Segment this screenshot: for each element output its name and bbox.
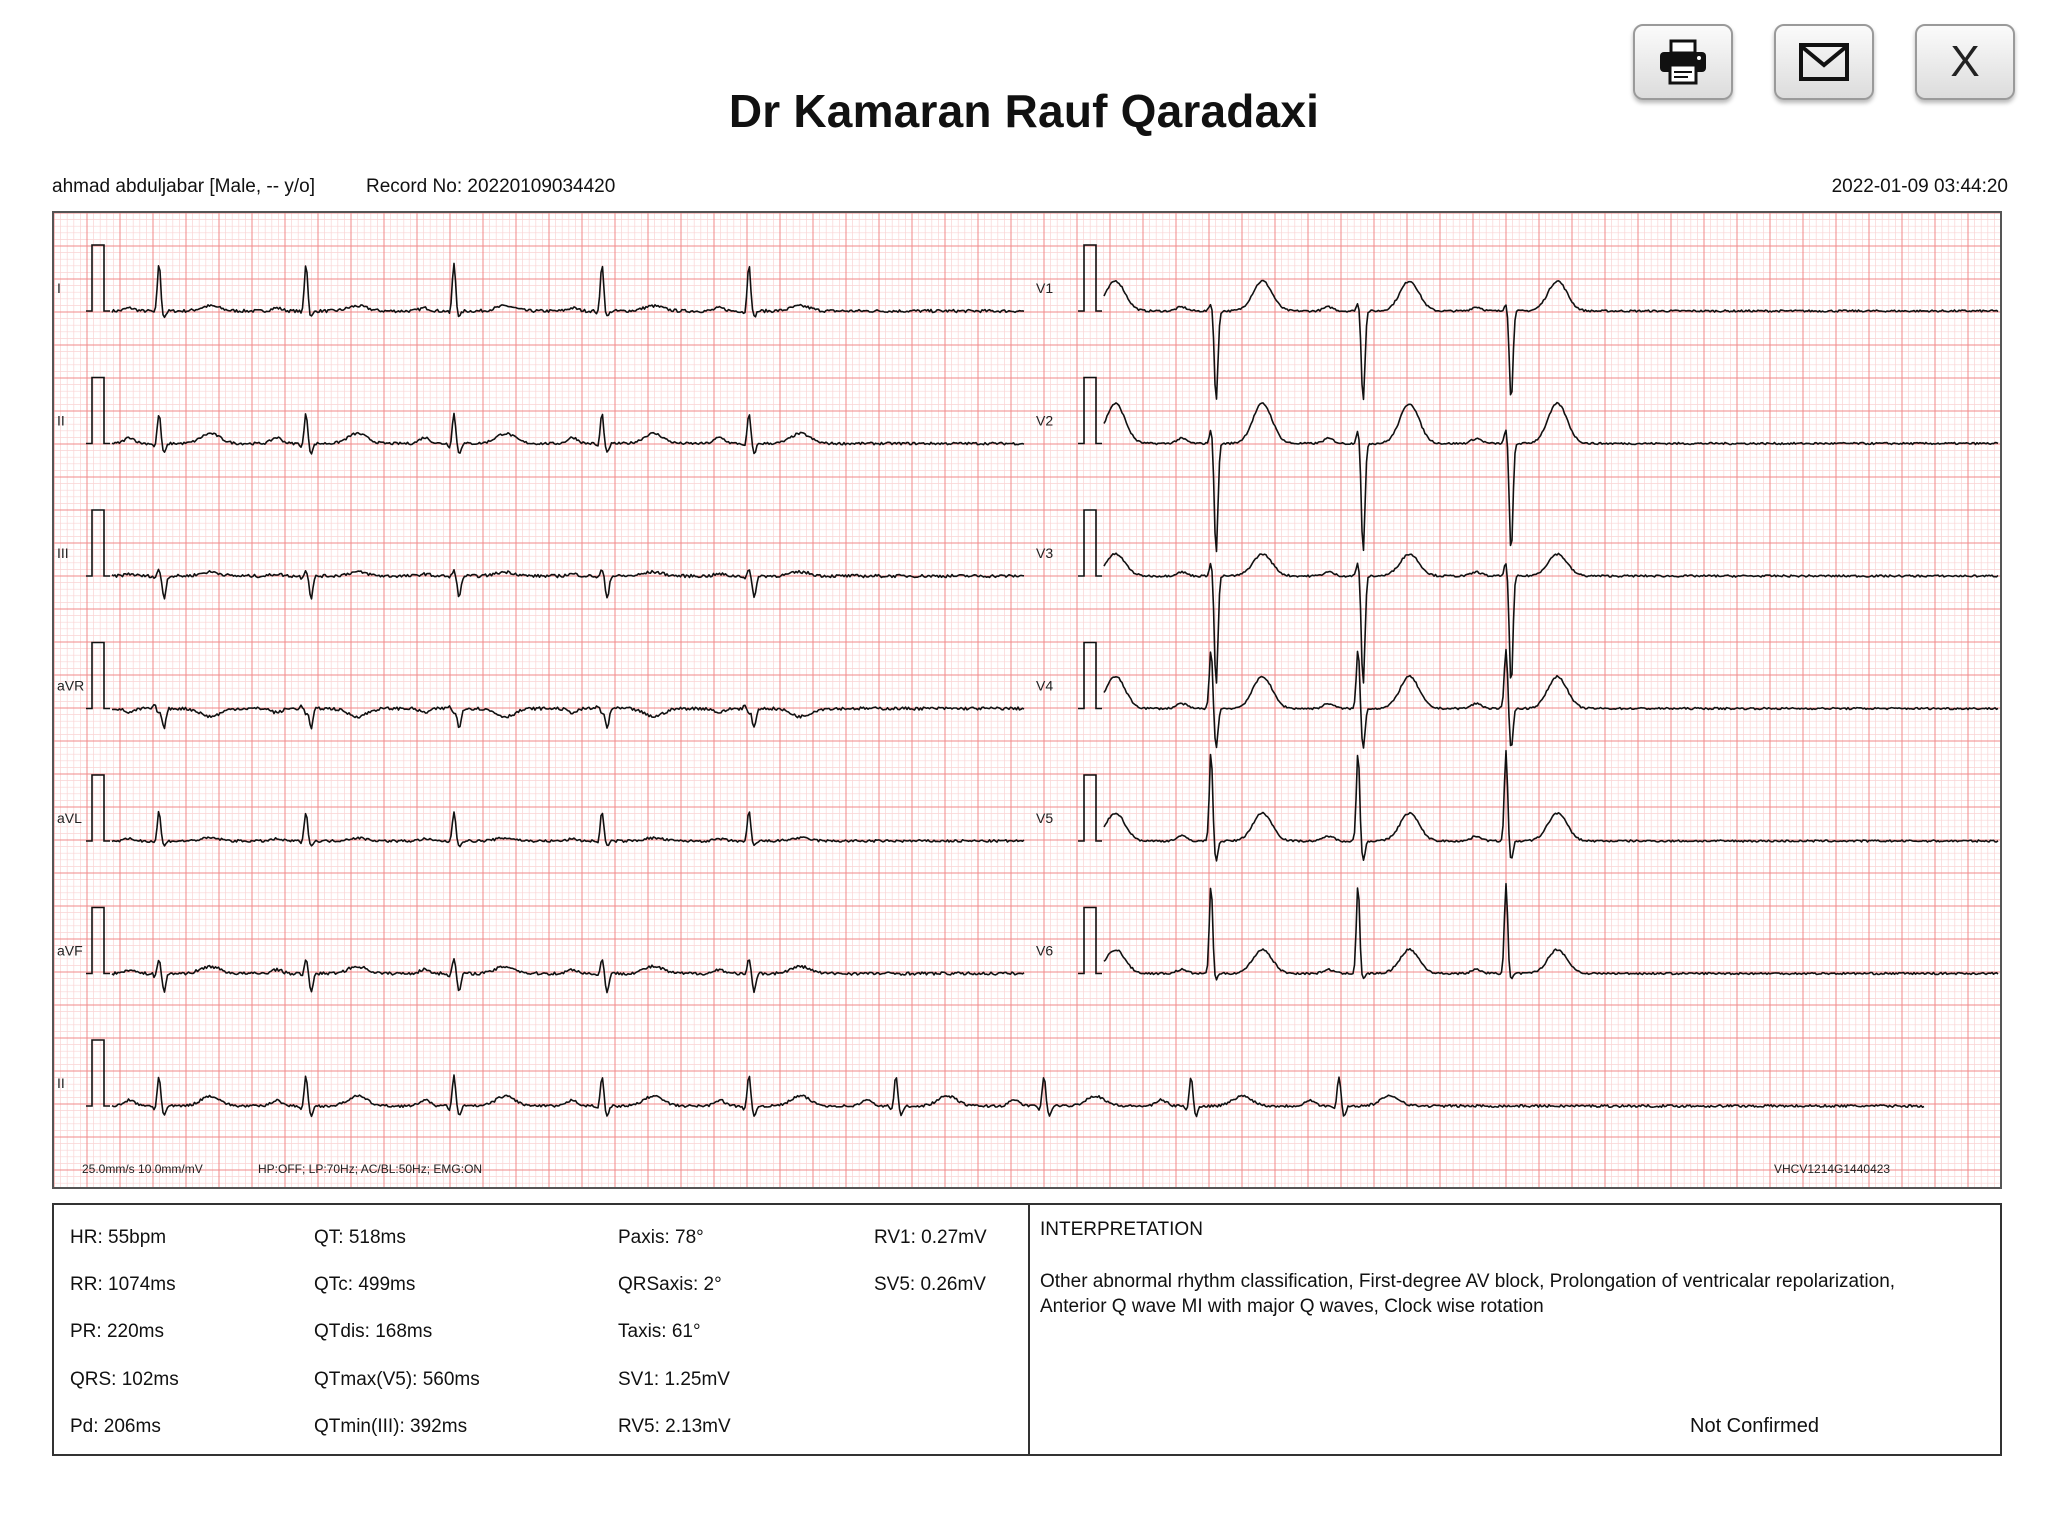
interpretation-title: INTERPRETATION bbox=[1040, 1219, 1203, 1240]
print-button[interactable] bbox=[1633, 24, 1733, 100]
page-title: Dr Kamaran Rauf Qaradaxi bbox=[728, 85, 1320, 137]
measure-qtmax: QTmax(V5): 560ms bbox=[314, 1369, 480, 1390]
calibration-pulse bbox=[1078, 376, 1102, 445]
confirmation-status: Not Confirmed bbox=[1690, 1415, 1819, 1437]
trace-rhythm-ii bbox=[111, 1074, 1925, 1118]
device-id: VHCV1214G1440423 bbox=[1774, 1162, 1890, 1176]
calibration-pulse bbox=[86, 774, 110, 842]
trace-i bbox=[111, 262, 1025, 319]
lead-label-i: I bbox=[57, 280, 61, 296]
lead-label-avf: aVF bbox=[57, 943, 83, 959]
measure-taxis: Taxis: 61° bbox=[618, 1321, 701, 1342]
measure-paxis: Paxis: 78° bbox=[618, 1227, 704, 1248]
envelope-icon bbox=[1799, 43, 1849, 81]
calibration-pulse bbox=[1078, 641, 1102, 710]
lead-label-v5: V5 bbox=[1036, 810, 1053, 826]
calibration-pulse bbox=[86, 244, 110, 312]
trace-avf bbox=[111, 958, 1025, 994]
measure-pd: Pd: 206ms bbox=[70, 1416, 161, 1437]
email-button[interactable] bbox=[1774, 24, 1874, 100]
measure-qtmin: QTmin(III): 392ms bbox=[314, 1416, 468, 1437]
calibration-pulse bbox=[86, 509, 110, 577]
printer-icon bbox=[1660, 39, 1706, 85]
calibration-pulse bbox=[1078, 906, 1102, 975]
calibration-pulse bbox=[1078, 244, 1102, 312]
trace-v5 bbox=[1103, 749, 1999, 862]
measure-qtc: QTc: 499ms bbox=[314, 1274, 416, 1295]
measure-qtdis: QTdis: 168ms bbox=[314, 1321, 433, 1342]
measurements-panel: HR: 55bpm RR: 1074ms PR: 220ms QRS: 102m… bbox=[52, 1203, 2002, 1456]
calibration-pulse bbox=[86, 641, 110, 710]
trace-v6 bbox=[1103, 882, 1999, 981]
trace-v2 bbox=[1103, 401, 1999, 553]
patient-info: ahmad abduljabar [Male, -- y/o] bbox=[52, 176, 315, 197]
measure-qrsaxis: QRSaxis: 2° bbox=[618, 1274, 722, 1295]
trace-v4 bbox=[1103, 648, 1999, 749]
ecg-grid-major bbox=[54, 213, 2000, 1187]
calibration-pulse bbox=[86, 376, 110, 445]
record-number: Record No: 20220109034420 bbox=[366, 176, 616, 197]
lead-label-avr: aVR bbox=[57, 678, 84, 694]
measure-pr: PR: 220ms bbox=[70, 1321, 164, 1342]
calibration-pulse bbox=[86, 1039, 110, 1107]
lead-label-rhythm-ii: II bbox=[57, 1075, 65, 1091]
close-label: X bbox=[1950, 37, 1980, 86]
lead-label-v2: V2 bbox=[1036, 413, 1053, 429]
trace-ii bbox=[111, 412, 1025, 455]
lead-label-ii: II bbox=[57, 413, 65, 429]
record-datetime: 2022-01-09 03:44:20 bbox=[1831, 176, 2008, 197]
trace-avl bbox=[111, 810, 1025, 848]
lead-label-avl: aVL bbox=[57, 810, 82, 826]
calibration-pulse bbox=[86, 906, 110, 975]
panel-divider bbox=[1028, 1205, 1030, 1454]
ecg-grid-and-traces: I V1 II V2 III V3 aVR V4 aVL V5 aVF V6 II 25.0mm/s 10… bbox=[54, 213, 2000, 1187]
interpretation-text: Other abnormal rhythm classification, Fi… bbox=[1040, 1271, 1896, 1317]
ecg-speed-gain: 25.0mm/s 10.0mm/mV bbox=[82, 1162, 203, 1176]
lead-label-iii: III bbox=[57, 545, 69, 561]
trace-iii bbox=[111, 568, 1025, 600]
measure-hr: HR: 55bpm bbox=[70, 1227, 167, 1248]
ecg-chart: I V1 II V2 III V3 aVR V4 aVL V5 aVF V6 II 25.0mm/s 10… bbox=[52, 211, 2002, 1189]
trace-v3 bbox=[1103, 552, 1999, 684]
lead-label-v3: V3 bbox=[1036, 545, 1053, 561]
lead-label-v4: V4 bbox=[1036, 678, 1053, 694]
measure-qt: QT: 518ms bbox=[314, 1227, 406, 1248]
lead-label-v6: V6 bbox=[1036, 943, 1053, 959]
measure-rv5: RV5: 2.13mV bbox=[618, 1416, 731, 1437]
close-button[interactable]: X bbox=[1915, 24, 2015, 100]
trace-avr bbox=[111, 703, 1025, 730]
measure-sv1: SV1: 1.25mV bbox=[618, 1369, 730, 1390]
measure-qrs: QRS: 102ms bbox=[70, 1369, 179, 1390]
measure-rv1: RV1: 0.27mV bbox=[874, 1227, 987, 1248]
ecg-filters: HP:OFF; LP:70Hz; AC/BL:50Hz; EMG:ON bbox=[258, 1162, 482, 1176]
calibration-pulse bbox=[1078, 509, 1102, 577]
measure-rr: RR: 1074ms bbox=[70, 1274, 176, 1295]
ecg-grid-minor bbox=[54, 213, 2000, 1187]
lead-label-v1: V1 bbox=[1036, 280, 1053, 296]
trace-v1 bbox=[1103, 279, 1999, 401]
calibration-pulse bbox=[1078, 774, 1102, 842]
measure-sv5: SV5: 0.26mV bbox=[874, 1274, 986, 1295]
